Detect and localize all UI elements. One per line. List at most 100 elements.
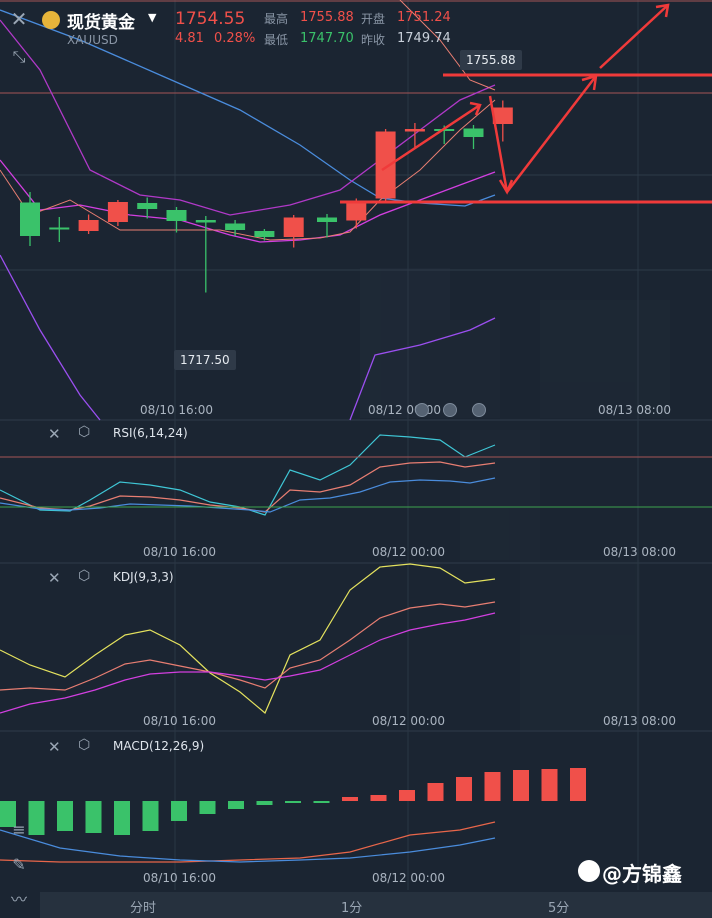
candle-body — [49, 227, 70, 230]
candle-body — [254, 231, 275, 237]
macd-bar — [114, 801, 130, 835]
macd-dea-line — [0, 829, 496, 863]
rsi-xtick-3: 08/13 08:00 — [603, 545, 676, 559]
price-change-pct: 0.28% — [214, 31, 256, 46]
rsi-xtick-2: 08/12 00:00 — [372, 545, 445, 559]
candle-body — [166, 210, 187, 221]
macd-bar — [370, 795, 387, 801]
macd-bar — [57, 801, 73, 831]
candle-body — [225, 223, 246, 230]
high-label: 最高 — [264, 12, 289, 26]
candle-body — [375, 131, 396, 199]
rsi-settings-icon[interactable]: ⬡ — [78, 424, 91, 440]
draw-pencil-icon[interactable]: ✎ — [12, 854, 26, 874]
price-xtick-1: 08/10 16:00 — [140, 403, 213, 417]
macd-bar — [313, 801, 330, 803]
low-marker: 1717.50 — [174, 350, 236, 370]
macd-xtick-2: 08/12 00:00 — [372, 871, 445, 885]
candle-body — [492, 107, 513, 124]
rsi-blue-line — [0, 477, 496, 513]
macd-bar — [85, 801, 102, 833]
macd-bar — [342, 797, 358, 801]
kdj-k-line — [0, 601, 496, 691]
high-marker: 1755.88 — [460, 50, 522, 70]
macd-xtick-1: 08/10 16:00 — [143, 871, 216, 885]
annotation-arrows — [381, 3, 670, 195]
candle-body — [137, 203, 158, 209]
low-value: 1747.70 — [300, 31, 354, 46]
kdj-j-line — [0, 563, 496, 714]
macd-bar — [28, 801, 45, 835]
macd-bar — [199, 801, 216, 814]
symbol-code: XAUUSD — [67, 33, 118, 47]
close-icon[interactable]: ✕ — [10, 7, 28, 31]
indicator-icon[interactable]: ≡ — [12, 819, 26, 839]
scroll-dot-1[interactable] — [415, 403, 429, 417]
rsi-salmon-line — [0, 461, 496, 513]
high-value: 1755.88 — [300, 10, 354, 25]
ma-salmon-line — [0, 99, 496, 241]
rsi-xtick-1: 08/10 16:00 — [143, 545, 216, 559]
line-tool-icon[interactable]: 〰 — [10, 890, 27, 909]
boll-mid-line — [0, 159, 496, 243]
gold-coin-icon — [42, 11, 60, 29]
macd-bar — [513, 770, 529, 801]
symbol-name[interactable]: 现货黄金 — [67, 13, 135, 33]
tab-1min[interactable]: 1分 — [341, 901, 363, 916]
kdj-close-icon[interactable]: ✕ — [48, 569, 61, 587]
macd-bar — [427, 783, 444, 801]
rsi-label: RSI(6,14,24) — [113, 426, 188, 440]
collapse-icon[interactable]: ⤡ — [12, 47, 26, 66]
boll-upper-line — [0, 19, 496, 216]
rsi-close-icon[interactable]: ✕ — [48, 425, 61, 443]
open-value: 1751.24 — [397, 10, 451, 25]
open-label: 开盘 — [361, 12, 386, 26]
rsi-cyan-line — [0, 434, 496, 516]
candle-body — [20, 202, 40, 236]
price-xtick-2: 08/12 00:00 — [368, 403, 441, 417]
prev-close-label: 昨收 — [361, 33, 386, 47]
kdj-xtick-2: 08/12 00:00 — [372, 714, 445, 728]
price-change: 4.81 — [175, 31, 204, 46]
macd-bar — [171, 801, 187, 821]
scroll-dot-2[interactable] — [443, 403, 457, 417]
ma-blue-line — [0, 9, 496, 207]
boll-lower-line — [0, 254, 101, 421]
bottom-tab-bar — [40, 892, 712, 918]
kdj-settings-icon[interactable]: ⬡ — [78, 568, 91, 584]
macd-dif-line — [0, 821, 496, 863]
tab-5min[interactable]: 5分 — [548, 901, 570, 916]
kdj-xtick-3: 08/13 08:00 — [603, 714, 676, 728]
kdj-xtick-1: 08/10 16:00 — [143, 714, 216, 728]
prev-close-value: 1749.74 — [397, 31, 451, 46]
watermark: @方锦鑫 — [602, 862, 682, 886]
ma-orange-line — [399, 0, 496, 91]
candle-body — [195, 220, 216, 223]
background-buildings — [360, 268, 670, 730]
macd-bar — [570, 768, 586, 801]
last-price: 1754.55 — [175, 9, 246, 29]
macd-bar — [399, 790, 415, 801]
watermark-logo-icon — [578, 860, 600, 882]
macd-bar — [484, 772, 501, 801]
candle-body — [78, 220, 99, 231]
macd-bar — [0, 801, 16, 827]
tab-timeshare[interactable]: 分时 — [130, 901, 157, 916]
scroll-dot-3[interactable] — [472, 403, 486, 417]
low-label: 最低 — [264, 33, 289, 47]
chevron-down-icon[interactable]: ▼ — [148, 11, 157, 24]
header: ✕ 现货黄金 ▼ XAUUSD 1754.55 4.81 0.28% 最高 17… — [0, 0, 712, 50]
macd-bar — [142, 801, 159, 831]
macd-bar — [256, 801, 273, 805]
boll-lower-line-2 — [349, 317, 496, 421]
macd-close-icon[interactable]: ✕ — [48, 738, 61, 756]
candle-body — [463, 128, 484, 137]
candle-body — [346, 201, 367, 221]
candle-body — [107, 202, 128, 222]
macd-bar — [456, 777, 472, 801]
macd-settings-icon[interactable]: ⬡ — [78, 737, 91, 753]
candle-body — [317, 217, 337, 222]
candle-body — [283, 217, 304, 237]
macd-bar — [228, 801, 244, 809]
